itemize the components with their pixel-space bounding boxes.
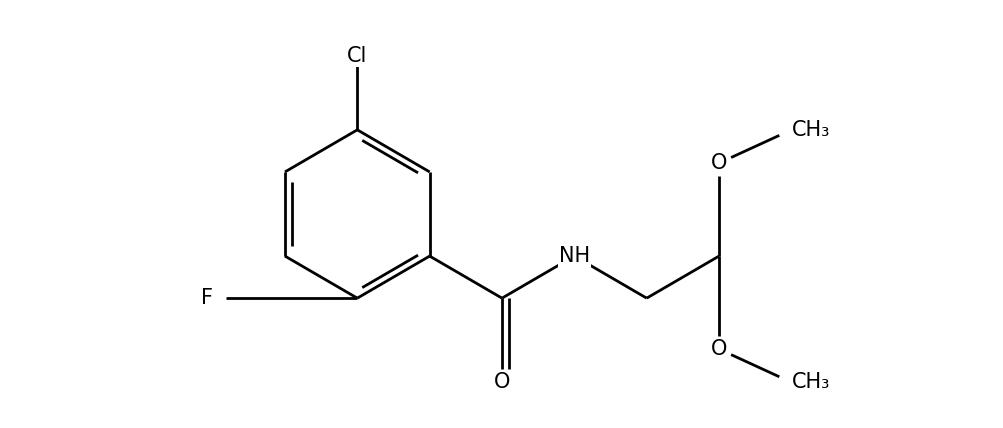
Text: CH₃: CH₃ [790, 120, 828, 140]
Text: O: O [710, 153, 726, 173]
Text: Cl: Cl [347, 46, 367, 65]
Text: CH₃: CH₃ [790, 372, 828, 392]
Text: O: O [493, 372, 510, 392]
Text: O: O [710, 339, 726, 359]
Text: F: F [201, 288, 213, 308]
Text: NH: NH [559, 246, 590, 266]
